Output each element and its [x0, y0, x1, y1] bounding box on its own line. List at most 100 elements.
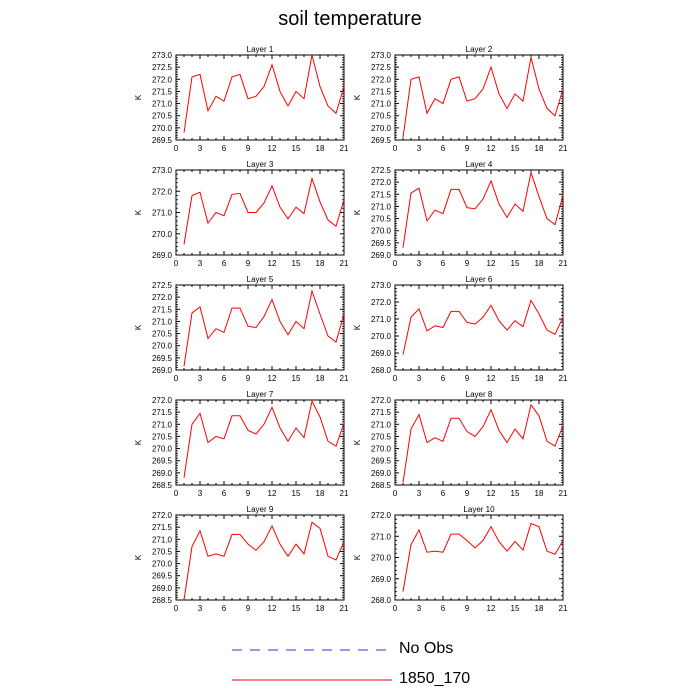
y-tick-label: 270.0: [152, 560, 173, 569]
y-tick-label: 269.0: [371, 349, 392, 358]
y-tick-label: 270.5: [152, 547, 173, 556]
series-line-1850-170: [183, 521, 345, 601]
x-tick-label: 6: [222, 374, 227, 383]
y-tick-label: 269.5: [152, 354, 173, 363]
y-tick-label: 272.5: [371, 63, 392, 72]
y-tick-label: 272.5: [371, 166, 392, 175]
y-tick-label: 269.0: [152, 366, 173, 375]
panel-layer-4: Layer 4 0 3 6 9 12 15 18 21 269.0 269.5 270.0 270.5 2…: [353, 160, 568, 268]
panel-frame: [394, 54, 564, 141]
x-tick-label: 18: [535, 374, 544, 383]
panel-frame: [175, 514, 345, 601]
x-tick-label: 12: [268, 144, 277, 153]
x-tick-label: 15: [292, 374, 301, 383]
y-tick-label: 273.0: [371, 281, 392, 290]
x-tick-label: 18: [535, 604, 544, 613]
panel-frame: [175, 169, 345, 256]
y-tick-label: 270.0: [371, 332, 392, 341]
panel-frame: [394, 514, 564, 601]
x-tick-label: 15: [292, 489, 301, 498]
y-tick-label: 269.5: [152, 136, 173, 145]
x-tick-label: 18: [316, 374, 325, 383]
x-tick-label: 9: [465, 374, 470, 383]
y-axis-label: K: [353, 209, 362, 215]
x-tick-label: 15: [511, 374, 520, 383]
y-tick-label: 269.0: [152, 251, 173, 260]
x-tick-label: 9: [246, 144, 251, 153]
y-tick-label: 270.0: [152, 342, 173, 351]
panel-layer-2: Layer 2 0 3 6 9 12 15 18 21 269.5 270.0 270.5 271.0 2…: [353, 45, 568, 153]
x-tick-label: 0: [174, 259, 179, 268]
y-tick-label: 273.0: [152, 51, 173, 60]
x-tick-label: 21: [559, 489, 568, 498]
x-tick-label: 0: [393, 604, 398, 613]
series-line-1850-170: [183, 399, 345, 478]
series-line-1850-170: [402, 57, 564, 138]
y-tick-label: 270.0: [152, 124, 173, 133]
panel-frame: [394, 284, 564, 371]
y-tick-label: 271.0: [371, 420, 392, 429]
x-tick-label: 6: [441, 489, 446, 498]
y-axis-label: K: [353, 439, 362, 445]
y-tick-label: 271.5: [371, 190, 392, 199]
y-axis-label: K: [353, 324, 362, 330]
x-tick-label: 15: [292, 259, 301, 268]
y-tick-label: 271.0: [371, 202, 392, 211]
x-tick-label: 12: [487, 604, 496, 613]
x-tick-label: 9: [465, 259, 470, 268]
y-tick-label: 271.0: [152, 420, 173, 429]
y-tick-label: 270.0: [371, 554, 392, 563]
x-tick-label: 6: [441, 604, 446, 613]
y-tick-label: 271.0: [371, 532, 392, 541]
y-tick-label: 268.5: [371, 481, 392, 490]
x-tick-label: 15: [511, 259, 520, 268]
x-tick-label: 3: [417, 604, 422, 613]
x-tick-label: 3: [417, 374, 422, 383]
x-tick-label: 6: [222, 259, 227, 268]
x-tick-label: 15: [292, 604, 301, 613]
panel-title: Layer 2: [466, 45, 493, 54]
x-tick-label: 3: [417, 259, 422, 268]
panel-title: Layer 4: [466, 160, 493, 169]
y-tick-label: 271.0: [152, 100, 173, 109]
x-tick-label: 0: [393, 144, 398, 153]
x-tick-label: 9: [246, 259, 251, 268]
panel-layer-9: Layer 9 0 3 6 9 12 15 18 21 268.5 269.0 269.5 270.0 2…: [134, 505, 349, 613]
x-tick-label: 18: [316, 144, 325, 153]
x-tick-label: 21: [340, 259, 349, 268]
x-tick-label: 6: [222, 489, 227, 498]
panel-frame: [175, 54, 345, 141]
y-tick-label: 268.5: [152, 481, 173, 490]
y-tick-label: 271.0: [152, 209, 173, 218]
y-tick-label: 272.5: [152, 281, 173, 290]
y-tick-label: 270.0: [371, 445, 392, 454]
x-tick-label: 0: [174, 374, 179, 383]
panel-layer-7: Layer 7 0 3 6 9 12 15 18 21 268.5 269.0 269.5 270.0 2…: [134, 390, 349, 498]
x-tick-label: 12: [487, 144, 496, 153]
x-tick-label: 12: [268, 604, 277, 613]
y-tick-label: 270.5: [152, 432, 173, 441]
series-line-1850-170: [402, 299, 564, 355]
panel-title: Layer 3: [247, 160, 274, 169]
x-tick-label: 0: [393, 259, 398, 268]
x-tick-label: 18: [316, 259, 325, 268]
panel-frame: [394, 399, 564, 486]
series-line-1850-170: [402, 522, 564, 592]
x-tick-label: 18: [316, 489, 325, 498]
x-tick-label: 21: [559, 144, 568, 153]
panel-title: Layer 6: [466, 275, 493, 284]
panel-title: Layer 8: [466, 390, 493, 399]
x-tick-label: 21: [559, 259, 568, 268]
x-tick-label: 15: [511, 604, 520, 613]
y-tick-label: 272.0: [371, 178, 392, 187]
y-axis-label: K: [353, 554, 362, 560]
y-tick-label: 271.5: [152, 305, 173, 314]
x-tick-label: 15: [511, 144, 520, 153]
y-tick-label: 271.0: [152, 535, 173, 544]
x-tick-label: 21: [559, 604, 568, 613]
x-tick-label: 6: [441, 144, 446, 153]
panel-frame: [394, 169, 564, 256]
panel-layer-10: Layer 10 0 3 6 9 12 15 18 21 268.0 269.0 270.0 271.0…: [353, 505, 568, 613]
x-tick-label: 21: [559, 374, 568, 383]
panel-frame: [175, 284, 345, 371]
